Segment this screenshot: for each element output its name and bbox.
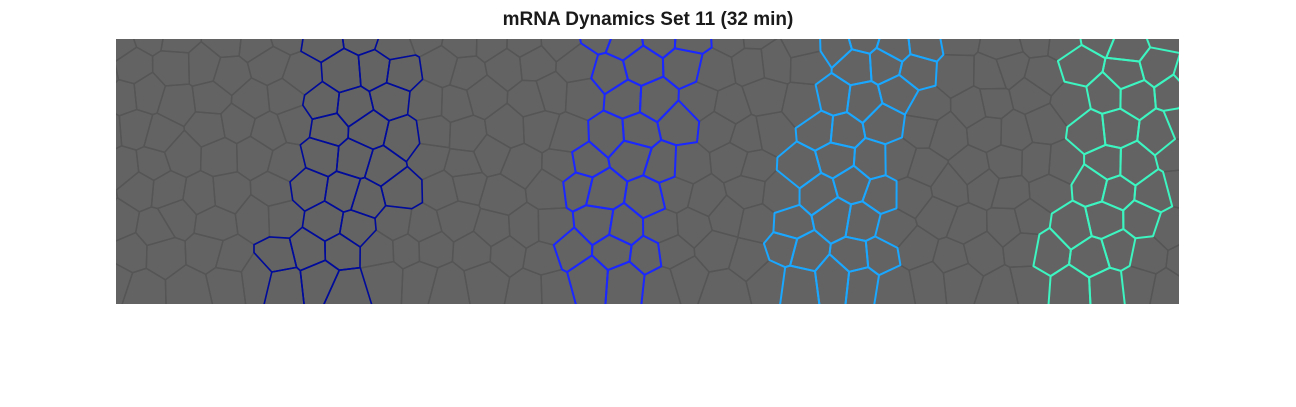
cell-tissue-svg <box>116 39 1179 304</box>
background-cell <box>1149 266 1179 304</box>
tissue-background <box>116 39 1179 304</box>
tissue-image-panel <box>116 39 1179 304</box>
stripe-1-cell <box>323 266 373 304</box>
background-cell <box>1165 244 1179 277</box>
stripe-1-cell <box>263 266 305 304</box>
stripe-3 <box>762 39 945 304</box>
stripe-2 <box>552 39 713 304</box>
highlighted-stripes <box>253 39 1179 304</box>
stripe-2-cell <box>604 260 646 304</box>
stripe-1-cell <box>380 165 424 210</box>
stripe-3-cell <box>861 102 906 146</box>
stripe-4 <box>1032 39 1179 304</box>
stripe-1 <box>253 39 424 304</box>
stripe-3-cell <box>844 266 880 304</box>
figure-title: mRNA Dynamics Set 11 (32 min) <box>502 9 794 30</box>
stripe-4-cell <box>1088 266 1126 304</box>
